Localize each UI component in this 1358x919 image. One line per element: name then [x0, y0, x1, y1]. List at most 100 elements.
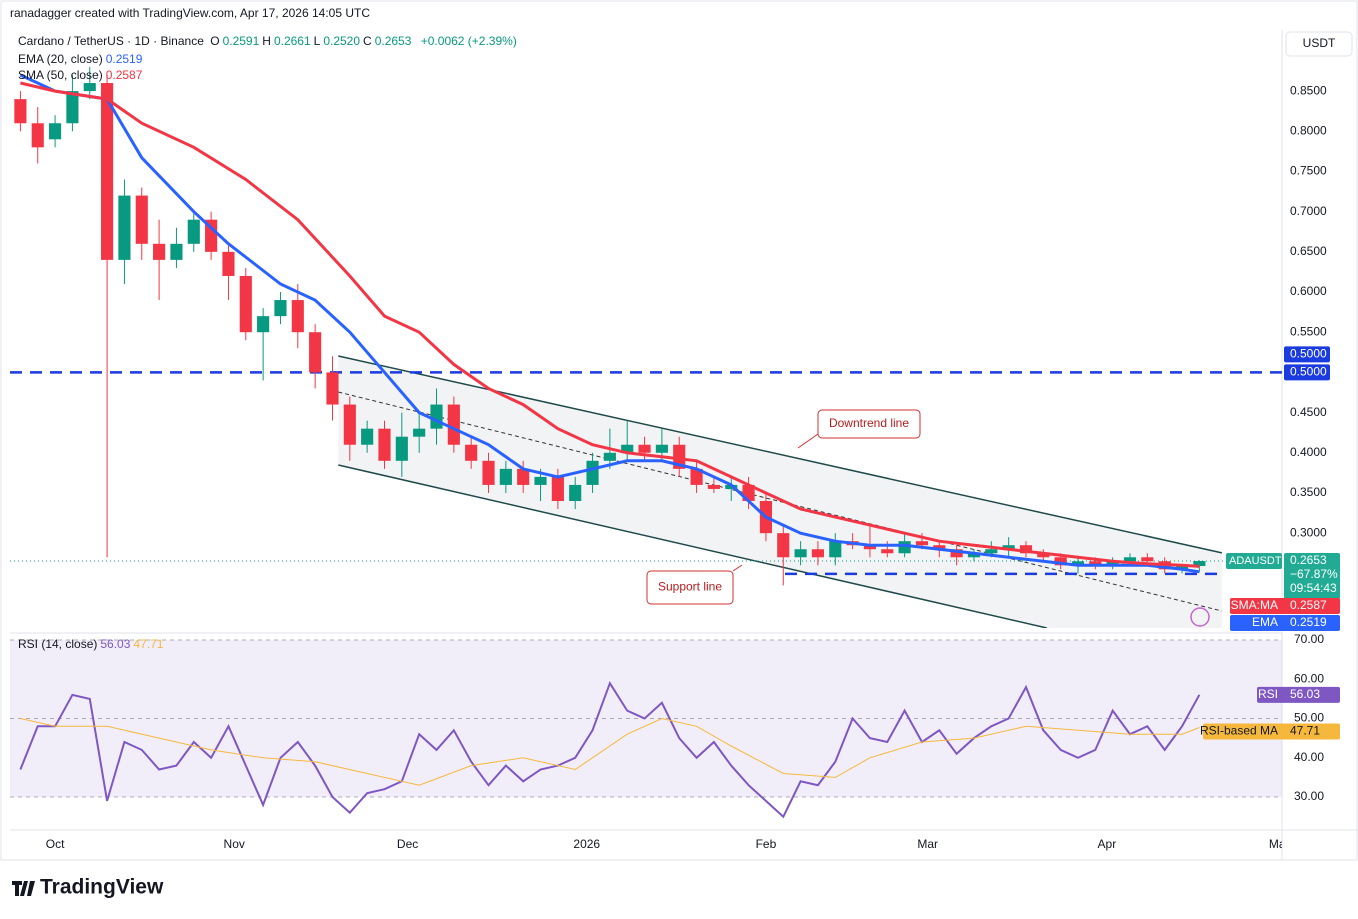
- rsi-tick-label: 40.00: [1294, 750, 1324, 764]
- candle-body: [1175, 566, 1189, 570]
- overlay-value: 0.2519: [105, 52, 143, 66]
- candle-body: [361, 428, 374, 445]
- candle-body: [1019, 545, 1033, 554]
- overlay-tag-box: [1230, 615, 1340, 632]
- candle-body: [586, 460, 599, 485]
- candle-body: [14, 99, 27, 124]
- quote-value: 0.2520: [323, 34, 361, 48]
- candle-body: [413, 428, 426, 437]
- candle-body: [101, 83, 114, 260]
- candle-body: [655, 444, 668, 453]
- candle-body: [985, 549, 998, 554]
- quote-letter: L: [313, 34, 321, 48]
- candle-body: [933, 545, 946, 550]
- rsi-tick-label: 30.00: [1294, 789, 1324, 803]
- candle-body: [950, 549, 963, 558]
- y-tick-label: 0.4500: [1290, 405, 1327, 419]
- legend-main: Cardano / TetherUS · 1D · Binance O 0.259…: [18, 34, 520, 48]
- candle-body: [170, 243, 183, 260]
- overlay-tag: EMA: [1252, 615, 1278, 629]
- candle-body: [1193, 561, 1206, 567]
- y-tick-label: 0.8500: [1290, 83, 1327, 97]
- candle-body: [187, 219, 200, 244]
- candle-body: [465, 444, 478, 461]
- currency-box[interactable]: [1285, 31, 1353, 57]
- quote-value: 0.2591: [222, 34, 260, 48]
- candle-body: [603, 452, 616, 461]
- candle-body: [395, 436, 408, 461]
- rsi-tag-box: [1257, 686, 1340, 703]
- quote: O 0.2591 H 0.2661 L 0.2520 C 0.2653: [210, 34, 414, 48]
- x-tick-label: Dec: [397, 837, 418, 851]
- quote-letter: C: [363, 34, 372, 48]
- overlay-name: SMA (50, close): [18, 68, 103, 82]
- rsi-tag-value: 56.03: [1290, 687, 1320, 701]
- channel-middle: [338, 391, 1223, 612]
- price-pane: [10, 66, 1282, 628]
- candle-body: [135, 195, 148, 244]
- candle-body: [638, 444, 651, 453]
- y-tick-label: 0.3500: [1290, 485, 1327, 499]
- rsi-tick-label: 70.00: [1294, 632, 1324, 646]
- annotation-box: [817, 409, 921, 439]
- candle-body: [447, 404, 460, 445]
- candle-body: [205, 219, 218, 252]
- replay-icon[interactable]: [1190, 607, 1210, 627]
- candle-body: [499, 468, 512, 485]
- x-tick-label: Feb: [756, 837, 777, 851]
- candle-body: [1123, 557, 1137, 562]
- overlay-tag: SMA:MA: [1231, 598, 1278, 612]
- quote-value: 0.2661: [273, 34, 311, 48]
- annotation-pointer: [797, 433, 819, 449]
- time-axis: Oct Nov Dec 2026 Feb Mar Apr May: [46, 837, 1292, 851]
- overlay-line: [20, 81, 1200, 568]
- brand: TradingView: [40, 876, 164, 899]
- candle-body: [222, 251, 235, 276]
- y-tick-label: 0.7500: [1290, 164, 1327, 178]
- overlay-tag-box: [1230, 598, 1340, 615]
- candle-body: [239, 275, 252, 333]
- rsi-tag: RSI: [1258, 687, 1278, 701]
- candle-body: [153, 243, 166, 260]
- channel-lower: [338, 464, 1047, 628]
- countdown-label: 09:54:43: [1290, 581, 1337, 595]
- candle-body: [326, 372, 339, 405]
- rsi-title: RSI (14, close): [18, 637, 98, 651]
- candle-body: [118, 195, 131, 260]
- x-tick-label: 2026: [573, 837, 600, 851]
- frame: [0, 0, 1358, 861]
- x-tick-label: May: [1269, 837, 1292, 851]
- y-tick-label: 0.3000: [1290, 525, 1327, 539]
- candle-body: [915, 541, 929, 546]
- candle-body: [534, 476, 547, 485]
- candle-body: [517, 468, 530, 485]
- overlay-line: [19, 73, 1200, 574]
- candle-body: [690, 468, 703, 485]
- candle-body: [83, 83, 96, 92]
- candle-body: [31, 123, 44, 148]
- annotation: Support line: [658, 580, 722, 594]
- candle-body: [1054, 557, 1067, 566]
- y-tick-label: 0.6500: [1290, 244, 1327, 258]
- symbol-box: [1226, 553, 1282, 570]
- y-tick-label: 0.7000: [1290, 204, 1327, 218]
- channel-upper: [338, 355, 1223, 554]
- x-tick-label: Mar: [917, 837, 938, 851]
- overlay-tag-value: 0.2587: [1290, 598, 1327, 612]
- quote-value: 0.2653: [374, 34, 412, 48]
- candle-body: [967, 553, 981, 558]
- rsi-tick-label: 50.00: [1294, 711, 1324, 725]
- overlay-legend: SMA (50, close) 0.2587: [18, 67, 145, 83]
- overlay-value: 0.2587: [105, 68, 143, 82]
- candle-body: [829, 541, 842, 558]
- candle-body: [794, 549, 807, 558]
- rsi-value: 47.71: [133, 637, 164, 651]
- quote-letter: O: [210, 34, 220, 48]
- level-label: 0.5000: [1290, 347, 1327, 361]
- candle-body: [309, 332, 322, 373]
- credit: ranadagger created with TradingView.com,…: [10, 6, 370, 20]
- change: +0.0062 (+2.39%): [420, 34, 517, 48]
- rsi-tag: RSI-based MA: [1200, 724, 1278, 738]
